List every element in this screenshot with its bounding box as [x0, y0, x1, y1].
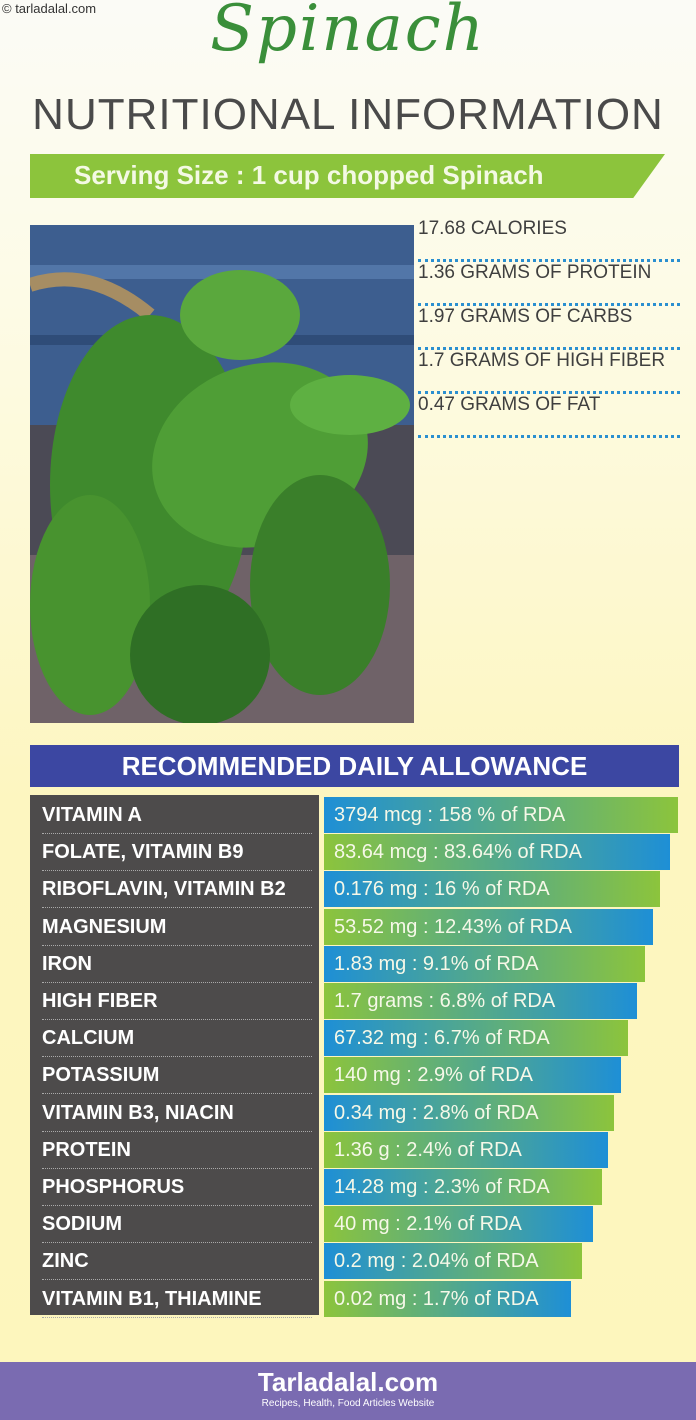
rda-bar: 140 mg : 2.9% of RDA	[324, 1057, 621, 1094]
nutrient-label: PROTEIN	[42, 1132, 312, 1169]
rda-header: RECOMMENDED DAILY ALLOWANCE	[30, 745, 679, 787]
rda-bar: 0.2 mg : 2.04% of RDA	[324, 1243, 582, 1280]
rda-bar: 3794 mcg : 158 % of RDA	[324, 797, 678, 833]
fact-fat: 0.47 GRAMS OF FAT	[418, 394, 680, 438]
nutrient-label: RIBOFLAVIN, VITAMIN B2	[42, 871, 312, 909]
fact-fiber: 1.7 GRAMS OF HIGH FIBER	[418, 350, 680, 394]
nutrient-label: VITAMIN B1, THIAMINE	[42, 1281, 312, 1318]
rda-bar: 1.36 g : 2.4% of RDA	[324, 1131, 608, 1168]
nutrient-label: HIGH FIBER	[42, 983, 312, 1020]
nutrient-label: CALCIUM	[42, 1020, 312, 1058]
fact-carbs: 1.97 GRAMS OF CARBS	[418, 306, 680, 350]
nutrient-label: POTASSIUM	[42, 1057, 312, 1095]
fact-calories: 17.68 CALORIES	[418, 218, 680, 262]
rda-bar: 1.7 grams : 6.8% of RDA	[324, 983, 637, 1019]
nutrient-label: SODIUM	[42, 1206, 312, 1244]
rda-bar: 67.32 mg : 6.7% of RDA	[324, 1020, 628, 1057]
nutrient-label: VITAMIN A	[42, 797, 312, 834]
title: Spinach	[210, 0, 486, 66]
subtitle: NUTRITIONAL INFORMATION	[32, 90, 664, 139]
rda-bar: 1.83 mg : 9.1% of RDA	[324, 945, 645, 982]
fact-protein: 1.36 GRAMS OF PROTEIN	[418, 262, 680, 306]
watermark: © tarladalal.com	[2, 1, 97, 16]
rda-bar: 14.28 mg : 2.3% of RDA	[324, 1169, 602, 1205]
rda-bar: 0.176 mg : 16 % of RDA	[324, 871, 660, 908]
serving-size-banner: Serving Size : 1 cup chopped Spinach	[30, 154, 665, 198]
nutrient-label: IRON	[42, 946, 312, 983]
nutrient-label: VITAMIN B3, NIACIN	[42, 1095, 312, 1132]
nutrient-label: FOLATE, VITAMIN B9	[42, 834, 312, 872]
rda-bar: 53.52 mg : 12.43% of RDA	[324, 908, 653, 945]
nutrient-labels: VITAMIN A FOLATE, VITAMIN B9 RIBOFLAVIN, V…	[30, 795, 319, 1318]
footer-brand[interactable]: Tarladalal.com	[257, 1367, 439, 1397]
rda-bar: 40 mg : 2.1% of RDA	[324, 1206, 593, 1243]
nutrient-label: MAGNESIUM	[42, 909, 312, 946]
spinach-photo	[30, 225, 414, 723]
rda-bar: 83.64 mcg : 83.64% of RDA	[324, 834, 670, 871]
footer-tagline: Recipes, Health, Food Articles Website	[261, 1398, 435, 1409]
rda-bar: 0.34 mg : 2.8% of RDA	[324, 1094, 614, 1131]
rda-bar: 0.02 mg : 1.7% of RDA	[324, 1280, 571, 1317]
nutrient-label: PHOSPHORUS	[42, 1169, 312, 1206]
footer: Tarladalal.com Recipes, Health, Food Art…	[0, 1362, 696, 1420]
nutrient-label: ZINC	[42, 1243, 312, 1281]
